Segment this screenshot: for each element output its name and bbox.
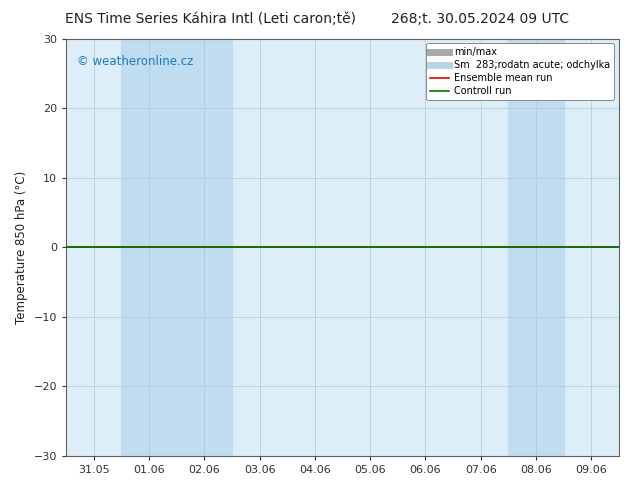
Text: © weatheronline.cz: © weatheronline.cz (77, 55, 193, 68)
Legend: min/max, Sm  283;rodatn acute; odchylka, Ensemble mean run, Controll run: min/max, Sm 283;rodatn acute; odchylka, … (426, 44, 614, 100)
Y-axis label: Temperature 850 hPa (°C): Temperature 850 hPa (°C) (15, 171, 28, 324)
Text: ENS Time Series Káhira Intl (Leti caron;tě)        268;t. 30.05.2024 09 UTC: ENS Time Series Káhira Intl (Leti caron;… (65, 12, 569, 26)
Bar (121, 39, 232, 456)
Bar (508, 39, 564, 456)
